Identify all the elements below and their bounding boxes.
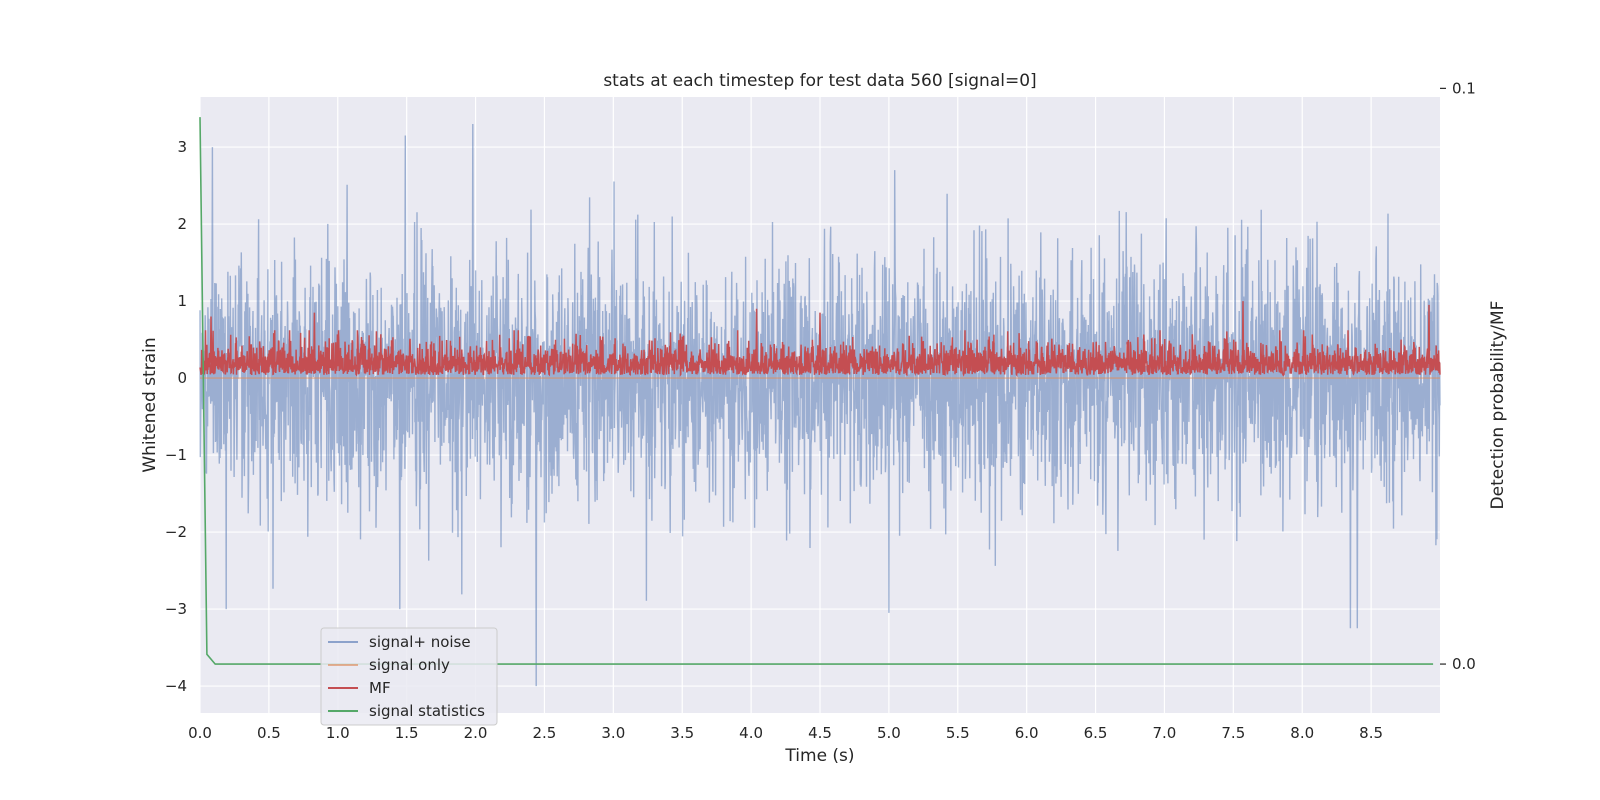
y2-axis-label: Detection probability/MF [1488,301,1508,510]
y-tick-label: 0 [177,369,187,387]
series-mf [199,301,1441,378]
y-tick-label: −1 [165,446,187,464]
y-tick-label: 3 [177,138,187,156]
x-tick-label: 2.5 [533,724,557,742]
x-tick-label: 6.0 [1015,724,1039,742]
chart-title: stats at each timestep for test data 560… [603,71,1036,91]
y2-tick-label: 0.1 [1452,79,1476,97]
y-tick-label: −3 [165,600,187,618]
y-tick-label: 1 [177,292,187,310]
legend-label-mf: MF [369,679,391,697]
x-tick-label: 5.5 [946,724,970,742]
x-tick-label: 1.5 [395,724,419,742]
x-tick-label: 8.0 [1290,724,1314,742]
x-tick-label: 6.5 [1084,724,1108,742]
x-tick-label: 4.0 [739,724,763,742]
x-tick-label: 1.0 [326,724,350,742]
x-tick-label: 5.0 [877,724,901,742]
legend-label-signal-noise: signal+ noise [369,633,471,651]
y-tick-label: −4 [165,677,187,695]
y-axis-label: Whitened strain [140,337,160,472]
x-tick-label: 7.0 [1153,724,1177,742]
x-tick-label: 0.0 [188,724,212,742]
series-layer [199,87,1441,687]
x-tick-label: 3.5 [670,724,694,742]
y2-tick-label: 0.0 [1452,655,1476,673]
x-axis-label: Time (s) [784,746,854,766]
legend-box [320,627,498,726]
legend: signal+ noise signal only MF signal stat… [320,627,498,726]
legend-label-signal-statistics: signal statistics [369,702,485,720]
x-tick-label: 0.5 [257,724,281,742]
x-tick-label: 7.5 [1221,724,1245,742]
series-signal-noise [199,123,1441,687]
legend-label-signal-only: signal only [369,656,450,674]
y-tick-label: −2 [165,523,187,541]
ticks: 0.0 0.5 1.0 1.5 2.0 2.5 3.0 3.5 4.0 4.5 5.0 5.5 6.0 6… [165,79,1476,742]
series-signal-statistics [199,117,1434,665]
x-tick-label: 8.5 [1359,724,1383,742]
x-tick-label: 3.0 [601,724,625,742]
x-tick-label: 4.5 [808,724,832,742]
x-tick-label: 2.0 [464,724,488,742]
y-tick-label: 2 [177,215,187,233]
